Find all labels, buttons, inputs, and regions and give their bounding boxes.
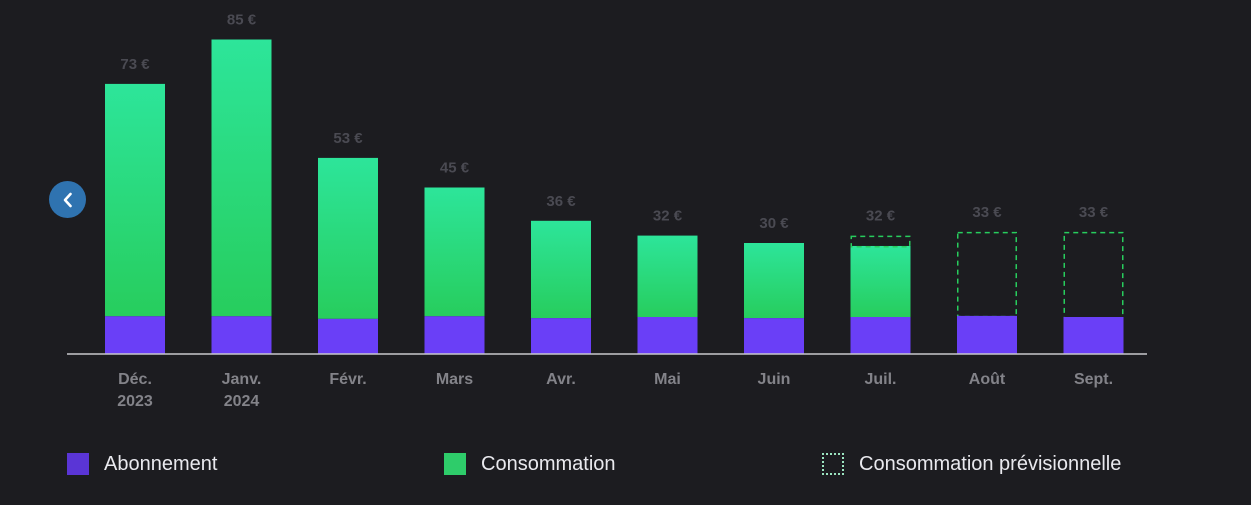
bar-7-value-label: 30 € — [759, 215, 789, 232]
bar-6-value-label: 32 € — [653, 208, 683, 225]
bar-3-value-label: 53 € — [333, 130, 363, 147]
bar-7-abonnement — [744, 318, 804, 354]
bar-6-consommation — [637, 235, 698, 317]
bar-6-month-label: Mai — [654, 371, 681, 388]
bar-3-consommation — [318, 157, 378, 319]
bar-7-month-label: Juin — [758, 371, 791, 388]
x-tick-labels-layer: Déc. 2023 Janv. 2024 Févr. Mars Avr. Mai Juin Jui… — [117, 371, 1113, 410]
bar-9-value-label: 33 € — [972, 204, 1002, 221]
bar-2-value-label: 85 € — [227, 12, 257, 29]
bar-1-month-label: Déc. 2023 — [117, 371, 153, 410]
value-labels-layer: 73 € 85 € 53 € 45 € 36 € 32 € 30 € 32 € 33 € 33 € — [120, 12, 1108, 233]
bar-9-abonnement — [957, 315, 1017, 354]
bar-5-consommation — [531, 220, 591, 319]
bar-9-consommation-previsionnelle — [957, 231, 1017, 318]
bar-7-consommation — [744, 243, 804, 319]
bar-3-month-label: Févr. — [329, 371, 366, 388]
bar-10-month-label: Sept. — [1074, 371, 1113, 388]
bar-1-consommation — [105, 83, 165, 317]
chevron-left-icon — [63, 192, 72, 207]
bar-2-consommation — [211, 39, 272, 317]
legend-label-consommation: Consommation — [481, 452, 616, 475]
bars-layer — [105, 39, 1124, 354]
bar-2-abonnement — [211, 316, 272, 354]
bar-5-abonnement — [531, 318, 591, 354]
previous-period-button[interactable] — [49, 181, 86, 218]
bar-1-abonnement — [105, 316, 165, 354]
bar-10-abonnement — [1063, 317, 1124, 354]
legend-label-abonnement: Abonnement — [104, 452, 218, 475]
bar-8-abonnement — [850, 317, 911, 354]
legend-swatch-consommation — [444, 453, 466, 475]
bar-5-month-label: Avr. — [546, 371, 576, 388]
bar-8-consommation — [850, 245, 911, 317]
legend-item-consommation: Consommation — [444, 451, 616, 477]
bar-3-abonnement — [318, 318, 378, 354]
bar-4-value-label: 45 € — [440, 160, 470, 177]
legend-item-consommation-previsionnelle: Consommation prévisionnelle — [822, 451, 1121, 477]
bar-4-abonnement — [424, 316, 485, 354]
legend-label-consommation-previsionnelle: Consommation prévisionnelle — [859, 452, 1122, 475]
bar-4-consommation — [424, 187, 485, 317]
legend-item-abonnement: Abonnement — [67, 451, 217, 477]
bar-9-month-label: Août — [969, 371, 1006, 388]
legend-swatch-consommation-previsionnelle — [822, 453, 844, 475]
bar-6-abonnement — [637, 317, 698, 354]
bar-10-consommation-previsionnelle — [1063, 231, 1124, 319]
bar-10-value-label: 33 € — [1079, 204, 1109, 221]
bar-2-month-label: Janv. 2024 — [222, 371, 262, 410]
bar-8-consommation-previsionnelle — [850, 235, 911, 248]
legend-swatch-abonnement — [67, 453, 89, 475]
bar-5-value-label: 36 € — [546, 193, 576, 210]
bar-4-month-label: Mars — [436, 371, 473, 388]
bar-1-value-label: 73 € — [120, 56, 150, 73]
stacked-bar-chart: 73 € 85 € 53 € 45 € 36 € 32 € 30 € 32 € 33 € 33 €… — [67, 12, 1147, 410]
bar-8-value-label: 32 € — [866, 208, 896, 225]
bar-8-month-label: Juil. — [864, 371, 896, 388]
